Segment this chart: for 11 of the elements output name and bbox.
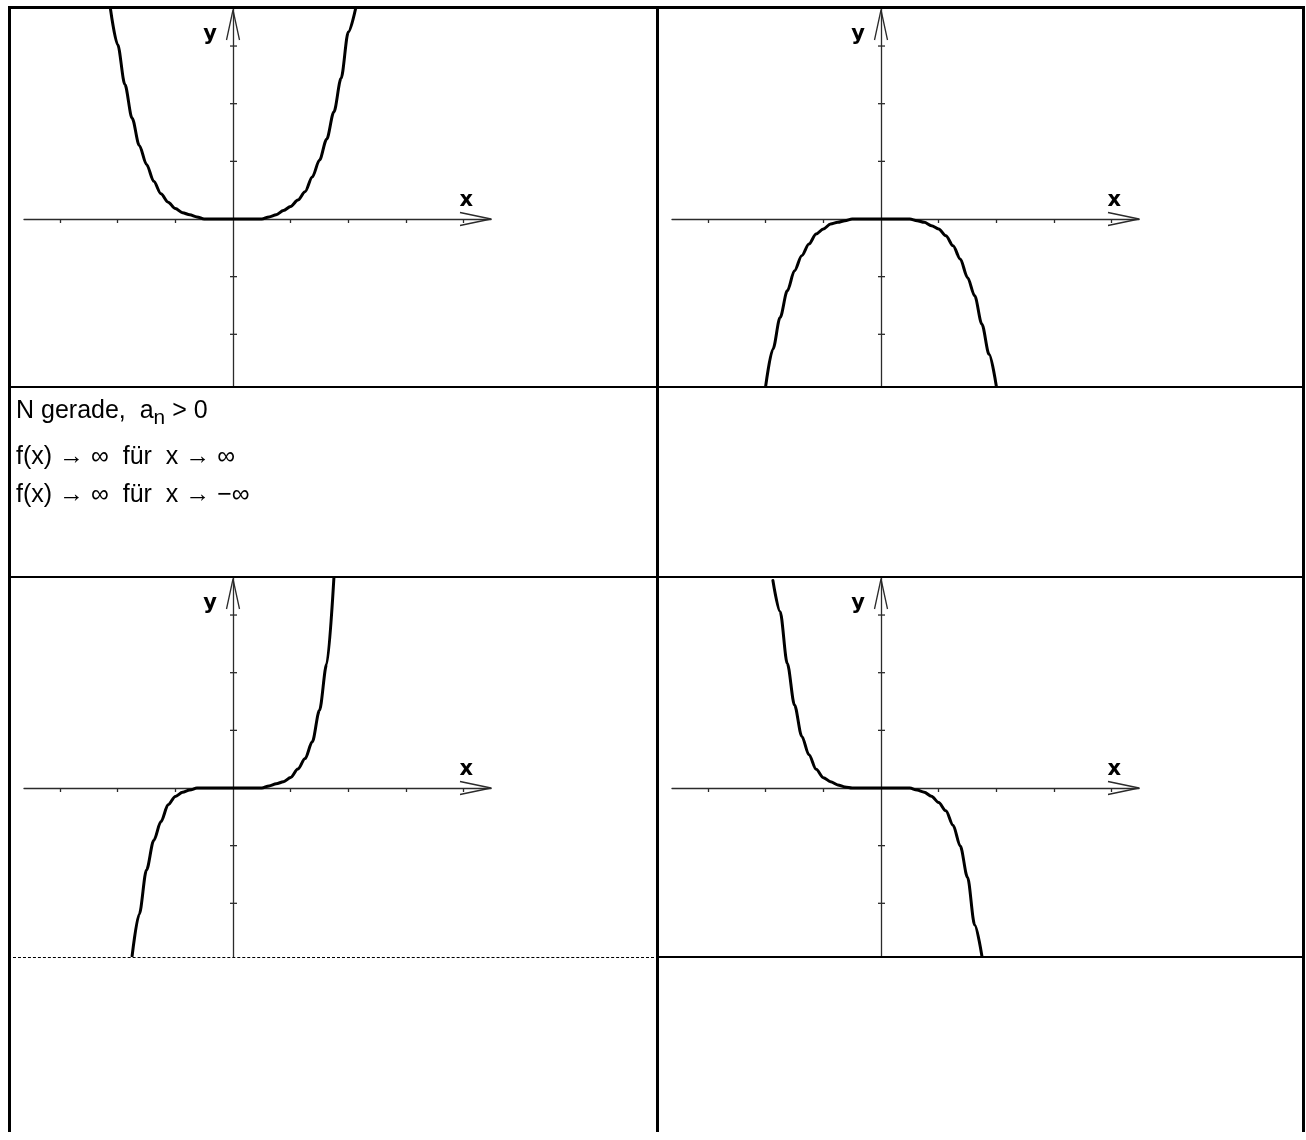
text: f(x) → ∞ für x → −∞ (16, 478, 251, 509)
x-axis-title: x (1107, 186, 1122, 211)
text: N gerade, a$_{n}$ > 0 (16, 394, 209, 430)
y-axis-title: y (851, 590, 866, 614)
y-axis-title: y (203, 21, 218, 45)
x-axis-title: x (1107, 755, 1122, 780)
y-axis-title: y (851, 21, 866, 45)
y-axis-title: y (203, 590, 218, 614)
x-axis-title: x (459, 755, 474, 780)
text: f(x) → ∞ für x → ∞ (16, 440, 236, 471)
x-axis-title: x (459, 186, 474, 211)
